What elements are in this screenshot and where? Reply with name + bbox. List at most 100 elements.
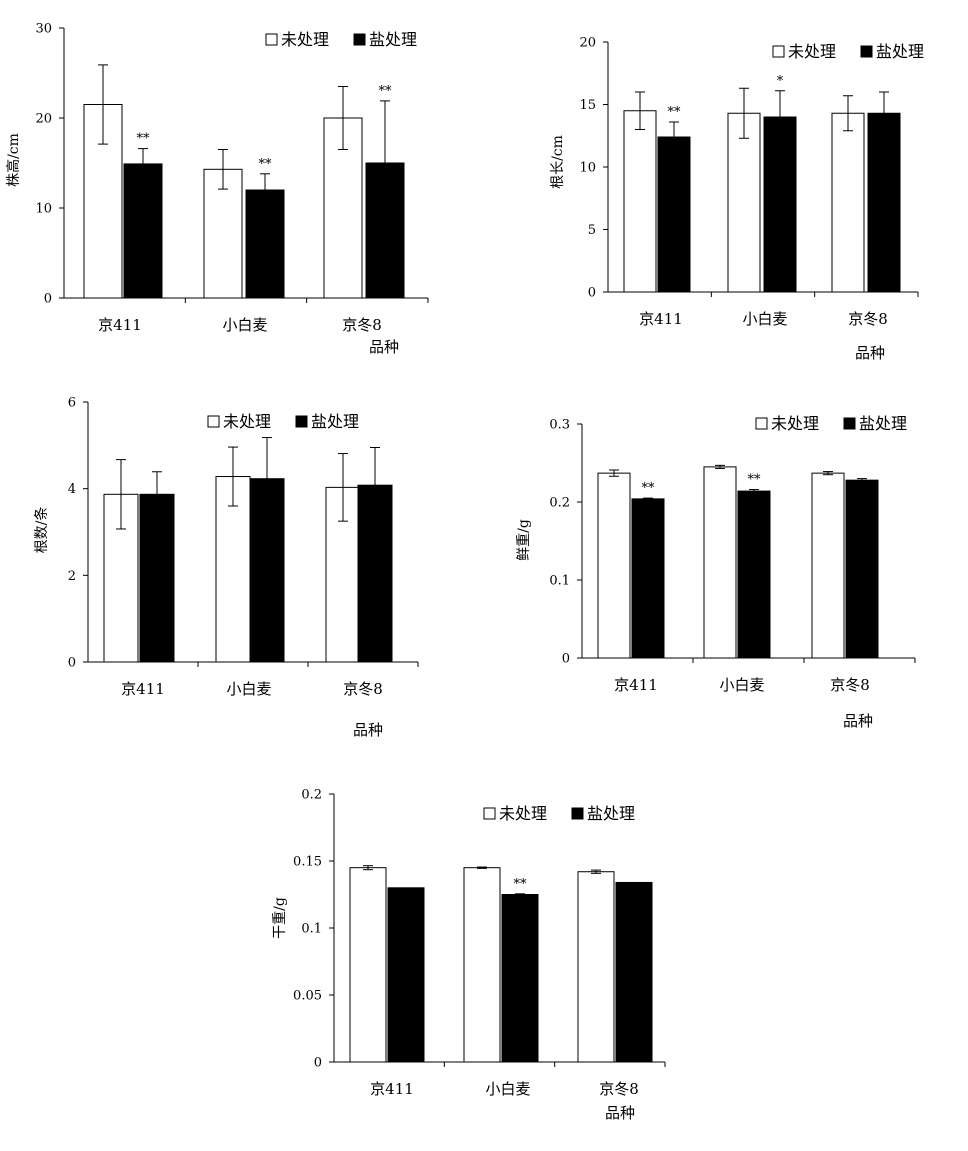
legend-label-control: 未处理 [771, 414, 819, 433]
y-tick-label: 0 [44, 292, 52, 307]
x-axis-title: 品种 [353, 721, 383, 739]
y-tick-label: 0 [588, 286, 596, 301]
legend-swatch-control [483, 807, 496, 820]
legend-label-salt: 盐处理 [859, 414, 907, 433]
legend-swatch-salt [353, 33, 366, 46]
control-bar [831, 112, 865, 293]
salt-bar [737, 490, 771, 659]
category-label: 京冬8 [599, 1080, 639, 1098]
y-tick-label: 0.3 [549, 418, 570, 433]
y-axis-title: 鲜重/g [516, 519, 532, 561]
y-tick-label: 0.2 [301, 788, 322, 803]
fresh-weight-chart: 0 0.1 0.2 0.3 ** ** 京411 小白麦 京冬8 品种 鲜重/g 未处理 盐处理 [480, 380, 968, 760]
root-length-chart: 0 5 10 15 20 ** * 京411 小白麦 京冬8 品种 根长/cm 未处理 盐处理 [480, 0, 968, 380]
fresh-weight-svg: 0 0.1 0.2 0.3 ** ** 京411 小白麦 京冬8 品种 鲜重/g 未处理 盐处理 [516, 414, 916, 730]
dry-weight-svg: 0 0.05 0.1 0.15 0.2 ** 京411 小白麦 京冬8 品种 干重/g 未处理 盐处理 [272, 788, 666, 1122]
significance-label: ** [259, 157, 273, 172]
category-label: 京冬8 [342, 316, 382, 334]
plant-height-svg: 0 10 20 30 ** ** ** 京411 小白麦 京冬8 品种 株高/cm 未处理 盐处理 [5, 22, 429, 356]
dry-weight-chart: 0 0.05 0.1 0.15 0.2 ** 京411 小白麦 京冬8 品种 干重/g 未处理 盐处理 [240, 770, 740, 1146]
significance-label: ** [668, 105, 682, 120]
y-tick-label: 20 [35, 112, 52, 127]
control-bar [349, 867, 387, 1063]
legend-label-salt: 盐处理 [587, 804, 635, 823]
legend: 未处理 盐处理 [772, 42, 924, 61]
legend: 未处理 盐处理 [265, 30, 417, 49]
y-tick-label: 5 [588, 223, 596, 238]
salt-bar [631, 498, 665, 659]
salt-bar [657, 136, 691, 293]
y-tick-label: 6 [68, 396, 76, 411]
salt-bar [139, 493, 175, 663]
root-number-svg: 0 2 4 6 京411 小白麦 京冬8 品种 根数/条 未处理 盐处理 [33, 396, 419, 739]
x-axis-title: 品种 [605, 1104, 635, 1122]
y-tick-label: 20 [579, 36, 596, 51]
y-tick-label: 0 [68, 656, 76, 671]
category-label: 京411 [639, 310, 683, 328]
y-axis-title: 根数/条 [33, 507, 50, 554]
category-label: 京冬8 [343, 680, 383, 698]
y-tick-label: 30 [35, 22, 52, 37]
legend-label-control: 未处理 [281, 30, 329, 49]
y-tick-label: 0.05 [293, 989, 322, 1004]
control-bar [623, 110, 657, 293]
significance-label: ** [514, 877, 528, 892]
y-tick-label: 0.2 [549, 496, 570, 511]
legend-label-control: 未处理 [223, 412, 271, 431]
control-bar [703, 466, 737, 659]
category-label: 小白麦 [226, 680, 271, 698]
category-label: 小白麦 [719, 676, 764, 694]
plant-height-chart: 0 10 20 30 ** ** ** 京411 小白麦 京冬8 品种 株高/cm 未处理 盐处理 [0, 0, 440, 370]
legend-label-salt: 盐处理 [369, 30, 417, 49]
legend-swatch-salt [843, 417, 856, 430]
legend-label-salt: 盐处理 [311, 412, 359, 431]
significance-label: ** [642, 481, 656, 496]
y-tick-label: 0.15 [293, 855, 322, 870]
significance-label: ** [379, 84, 393, 99]
legend-swatch-control [207, 415, 220, 428]
category-label: 京411 [121, 680, 165, 698]
y-tick-label: 4 [68, 482, 76, 497]
significance-label: * [777, 74, 784, 89]
legend-swatch-salt [571, 807, 584, 820]
y-tick-label: 0.1 [549, 574, 570, 589]
legend-label-control: 未处理 [788, 42, 836, 61]
legend-swatch-control [755, 417, 768, 430]
y-tick-label: 10 [35, 202, 52, 217]
legend-swatch-salt [860, 45, 873, 58]
salt-bar [867, 112, 901, 293]
x-axis-title: 品种 [843, 712, 873, 730]
y-tick-label: 0.1 [301, 922, 322, 937]
salt-bar [387, 887, 425, 1063]
legend-swatch-control [772, 45, 785, 58]
legend: 未处理 盐处理 [207, 412, 359, 431]
y-tick-label: 0 [314, 1056, 322, 1071]
salt-bar [615, 881, 653, 1063]
category-label: 京冬8 [830, 676, 870, 694]
y-axis-title: 干重/g [272, 897, 288, 939]
control-bar [577, 871, 615, 1063]
x-axis-title: 品种 [369, 338, 399, 356]
legend-swatch-control [265, 33, 278, 46]
category-label: 小白麦 [742, 310, 787, 328]
control-bar [463, 867, 501, 1063]
control-bar [727, 112, 761, 293]
salt-bar [501, 894, 539, 1063]
x-axis-title: 品种 [855, 344, 885, 362]
y-tick-label: 2 [68, 569, 76, 584]
y-tick-label: 15 [579, 98, 596, 113]
category-label: 小白麦 [222, 316, 267, 334]
y-tick-label: 10 [579, 161, 596, 176]
category-label: 京411 [98, 316, 142, 334]
legend-swatch-salt [295, 415, 308, 428]
legend: 未处理 盐处理 [755, 414, 907, 433]
control-bar [597, 472, 631, 659]
legend-label-control: 未处理 [499, 804, 547, 823]
salt-bar [123, 163, 163, 299]
y-axis-title: 株高/cm [5, 133, 22, 187]
category-label: 京411 [370, 1080, 414, 1098]
category-label: 京411 [614, 676, 658, 694]
legend: 未处理 盐处理 [483, 804, 635, 823]
category-label: 京冬8 [848, 310, 888, 328]
